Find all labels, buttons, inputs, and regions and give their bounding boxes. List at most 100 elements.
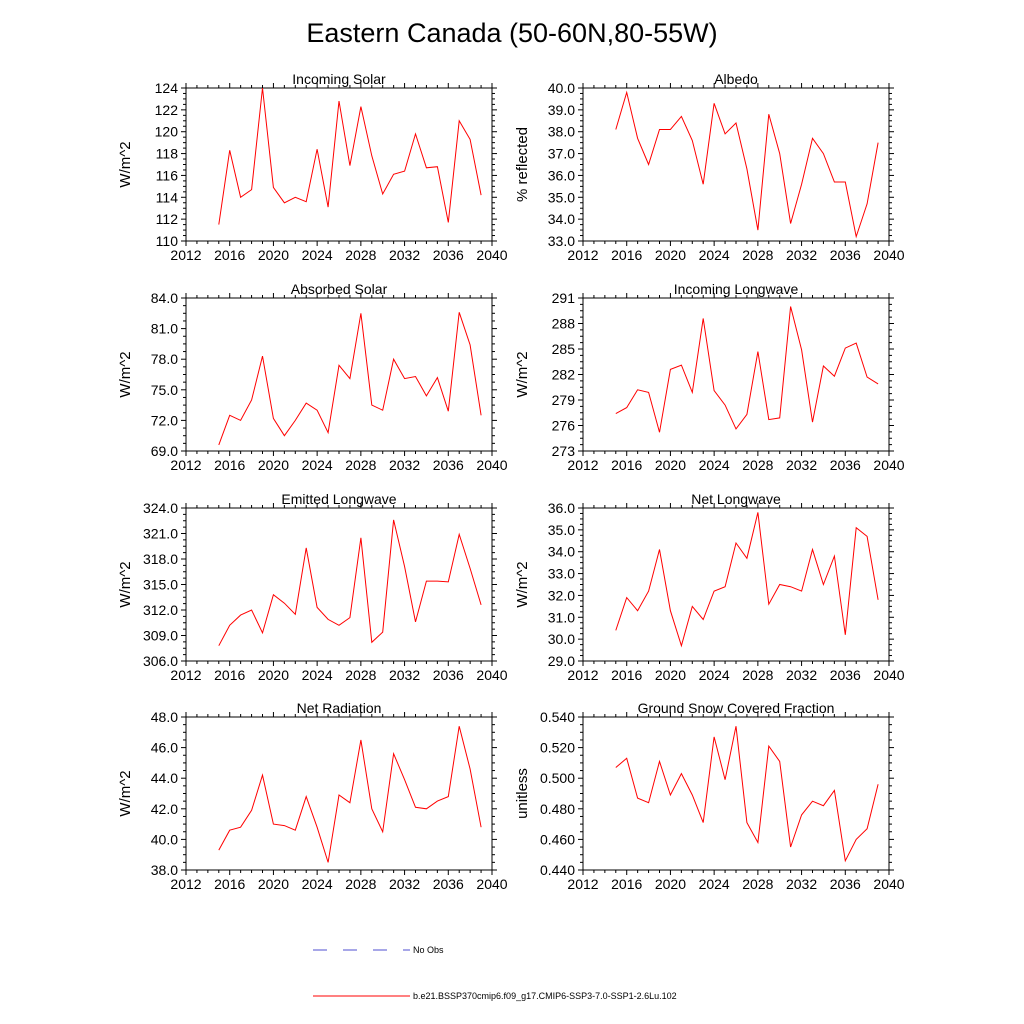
incoming-solar-xtick-label: 2028 [345,247,376,263]
emitted-longwave-xtick-label: 2032 [389,667,420,683]
incoming-solar-ytick-label: 116 [156,167,179,183]
incoming-longwave-ytick-label: 276 [552,418,576,434]
net-longwave-ytick-label: 35.0 [548,522,575,538]
albedo-ytick-label: 33.0 [548,233,575,249]
net-radiation-ytick-label: 38.0 [151,862,178,878]
emitted-longwave-xtick-label: 2020 [258,667,289,683]
legend-label-no-obs: No Obs [413,945,444,955]
net-radiation-ytick-label: 44.0 [151,770,178,786]
absorbed-solar-xtick-label: 2036 [433,457,464,473]
emitted-longwave-ylabel: W/m^2 [117,561,134,607]
emitted-longwave-ytick-label: 312.0 [143,602,178,618]
ground-snow-covered-fraction-ytick-label: 0.500 [540,770,575,786]
net-longwave-xtick-label: 2028 [742,667,773,683]
panel-net-longwave: Net Longwave W/m^2 2012 2016 2020 2024 2028 203… [514,491,905,683]
emitted-longwave-xtick-label: 2040 [476,667,507,683]
absorbed-solar-ytick-label: 84.0 [151,290,178,306]
net-longwave-xtick-label: 2020 [655,667,686,683]
net-longwave-title: Net Longwave [691,491,781,507]
albedo-plot-frame [582,87,890,242]
absorbed-solar-xtick-label: 2032 [389,457,420,473]
net-radiation-ytick-label: 42.0 [151,801,178,817]
net-radiation-xtick-label: 2040 [476,876,507,892]
absorbed-solar-ylabel: W/m^2 [117,351,134,397]
ground-snow-covered-fraction-xtick-label: 2020 [655,876,686,892]
emitted-longwave-ytick-label: 324.0 [143,500,178,516]
incoming-longwave-xtick-label: 2024 [699,457,730,473]
legend: No Obs b.e21.BSSP370cmip6.f09_g17.CMIP6-… [313,945,677,1001]
albedo-ytick-label: 34.0 [548,211,575,227]
ground-snow-covered-fraction-title: Ground Snow Covered Fraction [638,700,835,716]
net-radiation-plot-frame [185,716,493,871]
incoming-solar-ylabel: W/m^2 [117,141,134,187]
incoming-solar-title: Incoming Solar [292,71,386,87]
absorbed-solar-ytick-label: 81.0 [151,321,178,337]
albedo-title: Albedo [714,71,758,87]
net-radiation-xtick-label: 2020 [258,876,289,892]
net-radiation-xtick-label: 2012 [170,876,201,892]
ground-snow-covered-fraction-series-line [615,726,879,863]
incoming-solar-ytick-label: 118 [156,146,179,162]
panel-net-radiation: Net Radiation W/m^2 2012 2016 2020 2024 2028 20… [117,700,508,892]
panel-absorbed-solar: Absorbed Solar W/m^2 2012 2016 2020 2024 2028 2… [117,281,508,473]
ground-snow-covered-fraction-ytick-label: 0.460 [540,831,575,847]
ground-snow-covered-fraction-ytick-label: 0.520 [540,740,575,756]
albedo-ytick-label: 37.0 [548,146,575,162]
net-radiation-ytick-label: 46.0 [151,740,178,756]
net-longwave-ylabel: W/m^2 [514,561,531,607]
incoming-solar-ytick-label: 112 [156,211,179,227]
incoming-longwave-ytick-label: 282 [552,367,576,383]
albedo-xtick-label: 2028 [742,247,773,263]
net-longwave-ytick-label: 29.0 [548,653,575,669]
incoming-solar-ytick-label: 120 [155,124,179,140]
net-longwave-xtick-label: 2016 [611,667,642,683]
incoming-solar-series-line [218,87,482,225]
ground-snow-covered-fraction-ytick-label: 0.440 [540,862,575,878]
net-longwave-plot-frame [582,507,890,662]
ground-snow-covered-fraction-ytick-label: 0.540 [540,709,575,725]
emitted-longwave-xtick-label: 2028 [345,667,376,683]
albedo-ytick-label: 35.0 [548,189,575,205]
emitted-longwave-xtick-label: 2016 [214,667,245,683]
incoming-longwave-xtick-label: 2032 [786,457,817,473]
emitted-longwave-plot-frame [185,507,493,662]
incoming-longwave-xtick-label: 2028 [742,457,773,473]
albedo-ytick-label: 38.0 [548,124,575,140]
panel-albedo: Albedo % reflected 2012 2016 2020 2024 2028 203… [514,71,905,263]
emitted-longwave-ytick-label: 321.0 [143,526,178,542]
absorbed-solar-plot-frame [185,297,493,452]
emitted-longwave-series-line [218,519,482,646]
incoming-solar-ytick-label: 114 [156,189,179,205]
albedo-ylabel: % reflected [514,127,531,202]
net-longwave-xtick-label: 2024 [699,667,730,683]
ground-snow-covered-fraction-xtick-label: 2032 [786,876,817,892]
incoming-solar-ytick-label: 124 [155,80,179,96]
ground-snow-covered-fraction-xtick-label: 2028 [742,876,773,892]
incoming-solar-plot-frame [185,87,493,242]
albedo-ytick-label: 36.0 [548,167,575,183]
net-radiation-ytick-label: 40.0 [151,831,178,847]
incoming-longwave-ytick-label: 279 [552,392,576,408]
net-radiation-ytick-label: 48.0 [151,709,178,725]
absorbed-solar-xtick-label: 2040 [476,457,507,473]
emitted-longwave-ytick-label: 315.0 [143,577,178,593]
net-longwave-ytick-label: 30.0 [548,631,575,647]
absorbed-solar-xtick-label: 2024 [302,457,333,473]
albedo-series-line [615,90,879,239]
net-longwave-series-line [615,512,879,648]
incoming-solar-xtick-label: 2040 [476,247,507,263]
incoming-solar-xtick-label: 2012 [170,247,201,263]
albedo-xtick-label: 2040 [873,247,904,263]
emitted-longwave-title: Emitted Longwave [281,491,396,507]
incoming-longwave-ytick-label: 285 [552,341,576,357]
emitted-longwave-xtick-label: 2024 [302,667,333,683]
albedo-ytick-label: 39.0 [548,102,575,118]
incoming-longwave-ytick-label: 273 [552,443,576,459]
net-radiation-xtick-label: 2028 [345,876,376,892]
net-radiation-xtick-label: 2016 [214,876,245,892]
incoming-solar-xtick-label: 2016 [214,247,245,263]
albedo-xtick-label: 2020 [655,247,686,263]
incoming-solar-xtick-label: 2024 [302,247,333,263]
incoming-solar-xtick-label: 2020 [258,247,289,263]
